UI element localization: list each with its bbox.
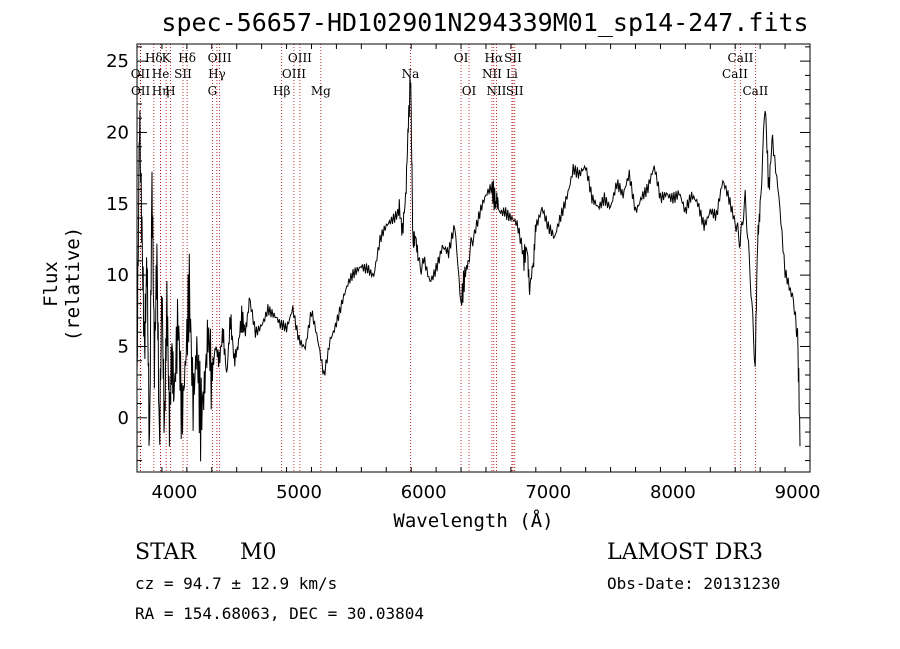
object-class: STAR [135,540,196,565]
line-label-15: Mg [311,84,331,98]
line-label-19: Hα [485,51,504,65]
line-label-20: NII [482,67,502,81]
x-tick-label-0: 4000 [151,482,197,503]
y-tick-label-5: 25 [106,51,129,72]
y-axis: 0 5 10 15 20 25 [106,46,810,462]
line-label-4: Hη [152,84,170,98]
y-axis-label: Flux (relative) [40,226,84,342]
x-tick-label-2: 6000 [401,482,447,503]
line-label-6: SII [174,67,192,81]
line-label-9: OIII [208,51,232,65]
x-tick-label-1: 5000 [276,482,322,503]
line-label-0: Hδ [145,51,163,65]
ra-dec-coordinates: RA = 154.68063, DEC = 30.03804 [135,604,424,623]
x-tick-label-3: 7000 [525,482,571,503]
observation-date: Obs-Date: 20131230 [607,574,781,593]
line-label-1: OII [131,67,151,81]
line-label-21: NII [486,84,506,98]
redshift-cz: cz = 94.7 ± 12.9 km/s [135,574,338,593]
line-label-25: CaII [728,51,754,65]
chart-title: spec-56657-HD102901N294339M01_sp14-247.f… [161,8,809,37]
emission-line-markers [139,44,756,472]
line-label-2: OII [131,84,151,98]
line-label-13: OIII [282,67,306,81]
line-label-10: Hγ [208,67,226,81]
line-label-18: OI [462,84,477,98]
line-label-27: CaII [742,84,768,98]
y-tick-label-0: 0 [118,408,129,429]
survey-name: LAMOST DR3 [607,540,763,565]
line-label-22: SII [504,51,522,65]
y-tick-label-1: 5 [118,336,129,357]
x-tick-label-4: 8000 [650,482,696,503]
object-subclass: M0 [240,540,277,565]
line-label-14: Hβ [273,84,290,98]
line-label-3: He [152,67,170,81]
line-label-26: CaII [722,67,748,81]
line-label-24: SII [506,84,524,98]
y-tick-label-2: 10 [106,265,129,286]
line-label-17: OI [454,51,469,65]
line-label-8: Hδ [178,51,196,65]
line-label-7: H [165,84,175,98]
x-tick-label-5: 9000 [775,482,821,503]
y-tick-label-3: 15 [106,194,129,215]
y-tick-label-4: 20 [106,122,129,143]
line-label-11: G [208,84,218,98]
line-label-12: OIII [288,51,312,65]
line-label-16: Na [402,67,420,81]
plot-frame [136,43,811,473]
x-axis: 4000 5000 6000 7000 8000 9000 [136,44,821,503]
spectrum-series-line [136,75,801,462]
x-axis-label: Wavelength (Å) [393,510,554,532]
line-label-23: Li [506,67,518,81]
line-label-5: K [162,51,172,65]
